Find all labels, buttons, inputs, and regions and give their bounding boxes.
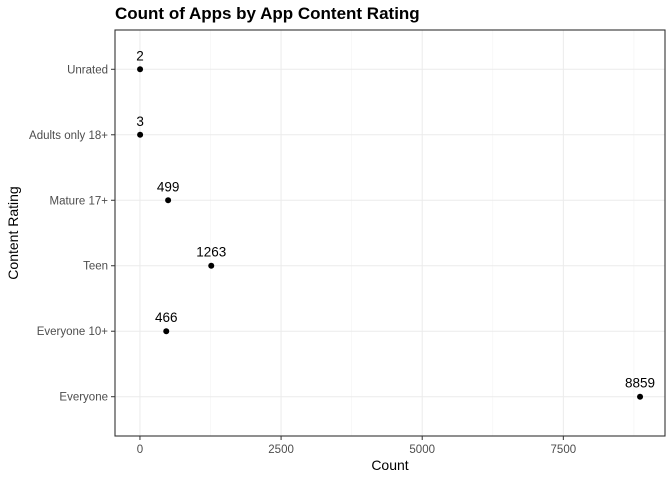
data-point [165, 197, 172, 204]
axes: 0 2500 5000 7500 Everyone Everyone 10+ Teen Mat… [29, 64, 576, 456]
y-tick-label: Mature 17+ [50, 195, 109, 207]
y-tick-label: Everyone [59, 392, 108, 404]
data-point [137, 131, 144, 138]
chart-title: Count of Apps by App Content Rating [115, 4, 420, 23]
data-label: 466 [155, 310, 178, 325]
data-label: 2 [136, 48, 144, 63]
data-label: 3 [136, 114, 144, 129]
y-tick-label: Unrated [67, 64, 108, 76]
x-tick-label: 2500 [268, 444, 294, 456]
data-label: 1263 [196, 245, 226, 260]
y-tick-label: Teen [83, 261, 108, 273]
x-tick-label: 5000 [409, 444, 435, 456]
plot-marks: 8859 466 1263 499 3 2 [136, 48, 655, 400]
x-tick-label: 0 [137, 444, 143, 456]
y-tick-label: Everyone 10+ [37, 326, 109, 338]
data-point [208, 262, 215, 269]
grid [115, 30, 665, 436]
data-point [163, 328, 170, 335]
y-axis-title: Content Rating [5, 186, 21, 279]
data-point [137, 66, 144, 73]
panel-border [114, 29, 666, 437]
y-tick-label: Adults only 18+ [29, 130, 108, 142]
x-tick-label: 7500 [551, 444, 577, 456]
data-label: 8859 [625, 376, 655, 391]
data-label: 499 [157, 179, 180, 194]
data-point [637, 393, 644, 400]
x-axis-title: Count [371, 457, 408, 473]
